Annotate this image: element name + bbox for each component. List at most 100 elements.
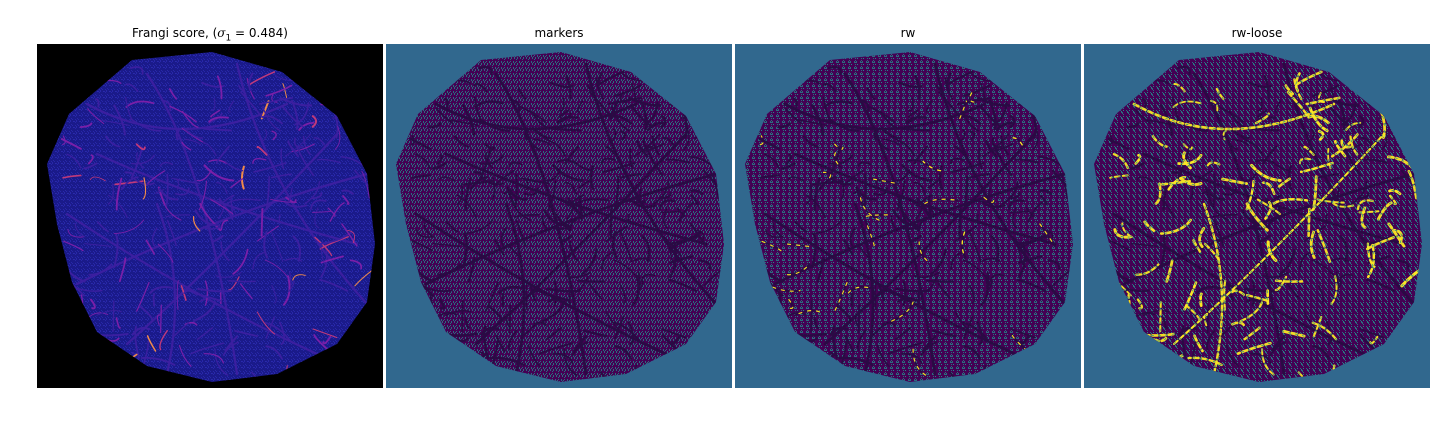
vessel-stroke [157,243,174,263]
vessel-stroke [125,100,155,108]
vessel-stroke [89,176,106,182]
vessel-stroke [410,174,431,179]
vessel-stroke [1025,207,1034,218]
vessel-stroke [260,208,264,237]
vessel-stroke [637,187,642,203]
vessel-stroke [646,121,664,132]
vessel-stroke [98,119,130,126]
vessel-stroke [500,227,507,248]
vessel-stroke [464,316,471,330]
marker-segment [1154,354,1185,368]
vessel-stroke [538,342,574,355]
highlight-segment [918,241,928,261]
vessel-stroke [261,115,283,125]
vessel-stroke [1206,304,1210,334]
marker-segment [1357,200,1374,210]
vessel-stroke [582,329,608,338]
vessel-stroke [327,207,336,217]
markers-canvas [386,44,732,388]
highlight-segment [794,310,820,316]
vessel-stroke [253,162,287,173]
vessel-stroke [959,105,980,132]
vessel-stroke [1267,219,1276,231]
vessel-stroke [282,105,304,128]
vessel-stroke [667,278,698,293]
vessel-stroke [1351,180,1368,205]
vessel-stroke [1265,194,1282,207]
vessel-stroke [312,210,332,213]
vessel-stroke [1225,344,1239,368]
vessel-stroke [896,180,906,211]
vessel-stroke [627,321,635,346]
vessel-stroke [1299,251,1312,270]
vessel-stroke [262,106,281,132]
vessel-stroke [1160,233,1166,269]
vessel-stroke [438,298,446,310]
vessel-stroke [478,117,511,132]
vessel-stroke [159,330,168,351]
marker-segment [1183,143,1193,150]
vessel-stroke [840,340,848,365]
vessel-stroke [887,342,923,355]
vessel-stroke [1396,259,1410,270]
vessel-stroke [614,175,620,211]
vessel-stroke [1279,248,1296,275]
vessel-stroke [456,194,477,219]
vessel-stroke [304,181,321,205]
vessel-stroke [547,293,571,302]
vessel-stroke [880,126,902,139]
rw-loose-image [1084,44,1430,388]
vessel-stroke [230,196,237,215]
vessel-stroke [198,180,208,211]
vessel-stroke [298,121,315,131]
vessel-stroke [302,135,311,156]
vessel-stroke [764,153,780,169]
vessel-stroke [1213,219,1225,247]
vessel-stroke [478,65,493,76]
vessel-stroke [896,298,908,303]
vessel-stroke [564,145,580,165]
vessel-stroke [292,235,301,262]
marker-segment [1136,264,1159,276]
vessel-stroke [948,371,964,382]
vessel-stroke [854,314,859,327]
vessel-stroke [588,91,612,119]
vessel-stroke [210,109,221,118]
vessel-stroke [1331,257,1350,263]
vessel-stroke [282,83,288,98]
vessel-stroke [483,325,490,360]
vessel-stroke [1358,114,1365,129]
vessel-stroke [311,115,318,128]
vessel-stroke [155,202,177,376]
marker-segment [1330,275,1337,306]
vessel-stroke [1145,119,1177,127]
highlight-segment [1311,175,1318,211]
highlight-segment [922,160,942,172]
vessel-stroke [822,96,832,121]
vessel-stroke [1249,225,1269,231]
vessel-stroke [296,144,315,177]
marker-segment [1152,136,1167,147]
vessel-stroke [341,223,358,247]
vessel-stroke [1262,271,1289,279]
vessel-stroke [124,83,139,92]
vessel-stroke [525,279,529,311]
vessel-stroke [1126,122,1140,129]
vessel-stroke [926,279,955,283]
vessel-stroke [1367,255,1392,264]
marker-segment [1367,244,1375,278]
vessel-stroke [571,341,588,357]
vessel-stroke [954,145,966,157]
vessel-stroke [432,242,461,248]
vessel-stroke [87,108,105,125]
vessel-stroke [777,122,791,129]
vessel-stroke [541,215,550,232]
vessel-stroke [341,189,354,195]
vessel-stroke [558,97,565,112]
vessel-stroke [215,272,242,278]
vessel-stroke [437,312,458,318]
vessel-stroke [203,353,225,364]
rw-image [735,44,1081,388]
vessel-stroke [165,214,190,218]
marker-segment [1246,180,1254,211]
